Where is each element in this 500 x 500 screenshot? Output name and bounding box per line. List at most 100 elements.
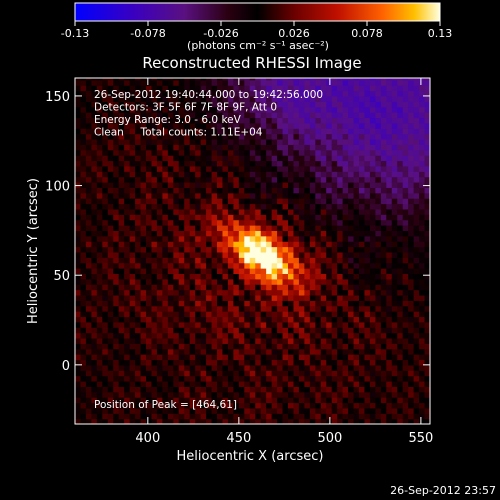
heatmap-cell (260, 321, 267, 328)
heatmap-cell (244, 273, 251, 280)
heatmap-cell (102, 359, 109, 366)
heatmap-cell (80, 354, 87, 361)
heatmap-cell (271, 332, 278, 339)
heatmap-cell (113, 78, 120, 81)
heatmap-cell (178, 380, 185, 387)
heatmap-cell (255, 144, 262, 151)
colorbar-tick-label: 0.026 (278, 27, 310, 40)
heatmap-cell (337, 90, 344, 97)
heatmap-cell (315, 391, 322, 398)
heatmap-cell (397, 262, 404, 269)
heatmap-cell (331, 192, 338, 199)
heatmap-cell (315, 386, 322, 393)
heatmap-cell (173, 397, 180, 404)
heatmap-cell (189, 138, 196, 145)
heatmap-cell (173, 203, 180, 210)
heatmap-cell (337, 257, 344, 264)
heatmap-cell (151, 397, 158, 404)
heatmap-cell (375, 165, 382, 172)
heatmap-cell (211, 327, 218, 334)
heatmap-cell (342, 343, 349, 350)
heatmap-cell (211, 78, 218, 81)
heatmap-cell (326, 230, 333, 237)
heatmap-cell (85, 160, 92, 167)
heatmap-cell (195, 300, 202, 307)
heatmap-cell (337, 348, 344, 355)
heatmap-cell (178, 112, 185, 119)
heatmap-cell (173, 418, 180, 424)
heatmap-cell (227, 214, 234, 221)
heatmap-cell (222, 327, 229, 334)
heatmap-cell (271, 187, 278, 194)
heatmap-cell (375, 160, 382, 167)
heatmap-cell (304, 128, 311, 135)
heatmap-cell (96, 273, 103, 280)
heatmap-cell (135, 359, 142, 366)
heatmap-cell (408, 348, 415, 355)
heatmap-cell (348, 273, 355, 280)
heatmap-cell (380, 262, 387, 269)
heatmap-cell (195, 208, 202, 215)
heatmap-cell (348, 262, 355, 269)
heatmap-cell (298, 407, 305, 414)
heatmap-cell (206, 300, 213, 307)
heatmap-cell (200, 348, 207, 355)
heatmap-cell (233, 332, 240, 339)
heatmap-cell (260, 380, 267, 387)
heatmap-cell (298, 386, 305, 393)
heatmap-cell (96, 294, 103, 301)
heatmap-cell (206, 176, 213, 183)
heatmap-cell (91, 138, 98, 145)
heatmap-cell (391, 122, 398, 129)
heatmap-cell (135, 246, 142, 253)
heatmap-cell (75, 294, 82, 301)
heatmap-cell (369, 294, 376, 301)
heatmap-cell (386, 241, 393, 248)
heatmap-cell (167, 155, 174, 162)
heatmap-cell (375, 294, 382, 301)
heatmap-cell (222, 364, 229, 371)
heatmap-cell (266, 138, 273, 145)
heatmap-cell (233, 219, 240, 226)
heatmap-cell (189, 95, 196, 102)
heatmap-cell (277, 230, 284, 237)
heatmap-cell (288, 251, 295, 258)
heatmap-cell (271, 343, 278, 350)
heatmap-cell (348, 348, 355, 355)
heatmap-cell (304, 112, 311, 119)
heatmap-cell (369, 246, 376, 253)
heatmap-cell (397, 144, 404, 151)
heatmap-cell (167, 246, 174, 253)
heatmap-cell (124, 311, 131, 318)
heatmap-cell (271, 133, 278, 140)
heatmap-cell (178, 138, 185, 145)
heatmap-cell (107, 160, 114, 167)
heatmap-cell (293, 133, 300, 140)
heatmap-cell (222, 262, 229, 269)
heatmap-cell (118, 95, 125, 102)
heatmap-cell (331, 138, 338, 145)
heatmap-cell (217, 348, 224, 355)
heatmap-cell (369, 85, 376, 92)
heatmap-cell (288, 257, 295, 264)
heatmap-cell (102, 144, 109, 151)
heatmap-cell (309, 316, 316, 323)
heatmap-cell (298, 359, 305, 366)
heatmap-cell (298, 235, 305, 242)
heatmap-cell (244, 386, 251, 393)
heatmap-cell (244, 289, 251, 296)
heatmap-cell (217, 101, 224, 108)
heatmap-cell (320, 402, 327, 409)
heatmap-cell (118, 112, 125, 119)
heatmap-cell (146, 278, 153, 285)
heatmap-cell (397, 289, 404, 296)
heatmap-cell (277, 133, 284, 140)
heatmap-cell (266, 203, 273, 210)
heatmap-cell (200, 418, 207, 424)
heatmap-cell (184, 133, 191, 140)
heatmap-cell (293, 214, 300, 221)
heatmap-cell (156, 78, 163, 81)
heatmap-cell (359, 203, 366, 210)
heatmap-cell (244, 327, 251, 334)
heatmap-cell (227, 348, 234, 355)
